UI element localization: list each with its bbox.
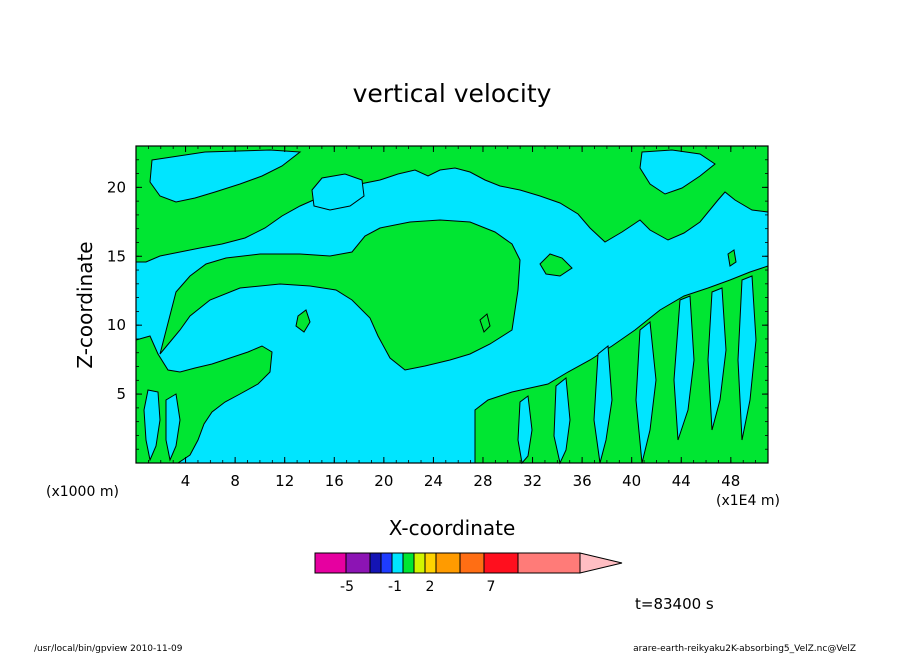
- footer-right: arare-earth-reikyaku2K-absorbing5_VelZ.n…: [633, 644, 856, 654]
- colorbar-tick-label: -5: [340, 579, 354, 595]
- contour-region: [135, 145, 769, 263]
- x-tick-label: 20: [374, 472, 393, 490]
- colorbar-labels: -5 -1 2 7: [340, 579, 495, 595]
- contour-region: [539, 253, 573, 277]
- contour-region: [311, 173, 365, 211]
- colorbar-cell: [483, 552, 519, 574]
- colorbar-cell: [369, 552, 382, 574]
- contour-region: [479, 313, 491, 333]
- x-axis-title: X-coordinate: [389, 516, 516, 540]
- colorbar-cell: [402, 552, 415, 574]
- contour-region: [159, 219, 521, 371]
- x-tick-label: 16: [325, 472, 344, 490]
- x-tick-label: 32: [523, 472, 542, 490]
- contour-region: [593, 345, 613, 464]
- contour-region: [295, 309, 311, 333]
- x-tick-label: 28: [473, 472, 492, 490]
- colorbar-tick-label: 7: [487, 579, 496, 595]
- contour-region: [149, 149, 302, 203]
- colorbar-cell: [459, 552, 485, 574]
- contour-region: [737, 275, 757, 441]
- x-axis-ticks: 4 8 12 16 20 24 28 32 36 40 44 48: [147, 146, 757, 490]
- footer-left: /usr/local/bin/gpview 2010-11-09: [34, 644, 183, 654]
- colorbar-cell: [380, 552, 393, 574]
- x-tick-label: 8: [230, 472, 240, 490]
- plot-frame: [135, 145, 769, 464]
- contour-region: [727, 249, 737, 267]
- contour-region: [517, 395, 533, 465]
- colorbar-cell: [314, 552, 347, 574]
- contour-region: [474, 265, 769, 464]
- positive-velocity-regions: [135, 145, 769, 465]
- y-axis-ticks: 5 10 15 20: [107, 159, 768, 450]
- contour-region: [707, 287, 727, 431]
- colorbar-cell: [413, 552, 426, 574]
- contour-region: [553, 377, 571, 465]
- colorbar-cell: [435, 552, 461, 574]
- colorbar-cell: [517, 552, 581, 574]
- x-tick-label: 24: [424, 472, 443, 490]
- x-tick-label: 36: [573, 472, 592, 490]
- y-tick-label: 10: [107, 316, 126, 334]
- colorbar: [314, 552, 623, 574]
- y-tick-label: 20: [107, 178, 126, 196]
- y-unit-label: (x1000 m): [46, 484, 119, 500]
- contour-region: [673, 295, 695, 441]
- contour-region: [639, 149, 716, 195]
- x-tick-label: 40: [622, 472, 641, 490]
- contour-region: [143, 389, 161, 462]
- contour-region: [165, 393, 181, 462]
- x-tick-label: 4: [181, 472, 191, 490]
- time-label: t=83400 s: [635, 595, 714, 613]
- colorbar-tick-label: 2: [426, 579, 435, 595]
- y-axis-title: Z-coordinate: [73, 241, 97, 368]
- colorbar-cell: [345, 552, 371, 574]
- colorbar-cell: [424, 552, 437, 574]
- contour-region: [635, 321, 657, 464]
- x-tick-label: 44: [672, 472, 691, 490]
- y-tick-label: 5: [116, 385, 126, 403]
- x-tick-label: 12: [275, 472, 294, 490]
- colorbar-tick-label: -1: [388, 579, 402, 595]
- x-tick-label: 48: [721, 472, 740, 490]
- chart-title: vertical velocity: [353, 79, 552, 108]
- colorbar-extension-triangle: [579, 552, 623, 574]
- colorbar-cell: [391, 552, 404, 574]
- x-unit-label: (x1E4 m): [716, 493, 780, 509]
- y-tick-label: 15: [107, 247, 126, 265]
